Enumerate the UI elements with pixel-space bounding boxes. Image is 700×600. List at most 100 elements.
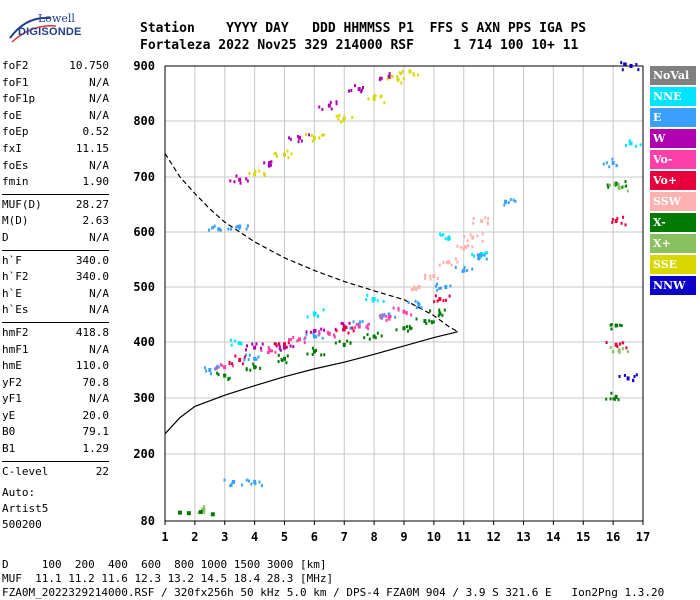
parameter-label: B1 bbox=[2, 442, 16, 456]
echo-point bbox=[335, 102, 338, 106]
echo-point bbox=[286, 354, 289, 358]
echo-point bbox=[343, 325, 346, 329]
echo-point bbox=[436, 276, 439, 280]
echo-point bbox=[277, 360, 280, 364]
parameter-row: foEs N/A bbox=[2, 159, 109, 176]
echo-point bbox=[305, 332, 308, 336]
echo-point bbox=[287, 136, 290, 140]
echo-point bbox=[472, 221, 475, 225]
echo-point bbox=[327, 103, 331, 108]
x-tick-label: 3 bbox=[221, 530, 228, 544]
echo-point bbox=[368, 337, 371, 341]
parameter-label: foF1 bbox=[2, 75, 29, 89]
echo-point bbox=[407, 329, 410, 333]
echo-point bbox=[228, 376, 231, 380]
echo-point bbox=[312, 334, 316, 339]
echo-point bbox=[235, 225, 238, 229]
parameter-separator bbox=[2, 193, 109, 195]
parameter-label: foF2 bbox=[2, 59, 29, 72]
echo-point bbox=[436, 288, 439, 292]
legend-item-sse: SSE bbox=[650, 255, 696, 274]
echo-point bbox=[322, 133, 325, 137]
echo-point bbox=[425, 322, 428, 326]
echo-point bbox=[381, 313, 384, 317]
echo-point bbox=[622, 185, 625, 189]
parameter-label: hmF2 bbox=[2, 325, 29, 339]
echo-point bbox=[290, 152, 293, 156]
echo-point bbox=[355, 322, 358, 326]
echo-point bbox=[315, 348, 318, 352]
e-layer-point bbox=[186, 511, 191, 516]
echo-point bbox=[628, 139, 631, 143]
echo-point bbox=[312, 311, 316, 316]
echo-point bbox=[461, 269, 464, 273]
echo-point bbox=[203, 510, 206, 514]
echo-point bbox=[254, 482, 257, 486]
parameter-row: foF1p N/A bbox=[2, 92, 109, 109]
parameter-row: MUF(D) 28.27 bbox=[2, 198, 109, 215]
parameter-separator bbox=[2, 460, 109, 462]
echo-point bbox=[617, 186, 621, 190]
echo-point bbox=[476, 253, 479, 257]
echo-point bbox=[372, 97, 376, 101]
x-tick-label: 13 bbox=[516, 530, 530, 544]
echo-point bbox=[480, 254, 483, 258]
parameter-label: fmin bbox=[2, 175, 29, 189]
echo-point bbox=[449, 284, 452, 288]
echo-point bbox=[312, 135, 316, 140]
echo-point bbox=[616, 324, 619, 328]
echo-point bbox=[384, 314, 387, 318]
echo-point bbox=[610, 323, 613, 327]
echo-point bbox=[484, 216, 487, 220]
echo-point bbox=[624, 62, 627, 66]
echo-point bbox=[313, 329, 316, 333]
echo-point bbox=[268, 162, 271, 166]
echo-point bbox=[346, 339, 349, 343]
x-tick-label: 14 bbox=[546, 530, 560, 544]
echo-point bbox=[434, 294, 437, 298]
echo-point bbox=[306, 352, 309, 356]
echo-point bbox=[388, 317, 391, 321]
profile-dashed-line bbox=[164, 153, 459, 333]
echo-point bbox=[438, 263, 441, 267]
echo-point bbox=[608, 183, 611, 187]
echo-point bbox=[318, 330, 321, 334]
echo-point bbox=[408, 324, 411, 328]
echo-point bbox=[367, 327, 370, 331]
echo-point bbox=[639, 143, 642, 147]
header-labels: Station YYYY DAY DDD HHMMSS P1 FFS S AXN… bbox=[140, 21, 587, 36]
echo-point bbox=[635, 62, 638, 66]
parameter-label: hmF1 bbox=[2, 342, 29, 356]
auto-label: Auto: bbox=[2, 486, 36, 499]
echo-point bbox=[312, 349, 316, 354]
echo-point bbox=[229, 338, 232, 342]
echo-point bbox=[367, 97, 370, 101]
echo-point bbox=[219, 228, 222, 232]
parameter-label: foEs bbox=[2, 158, 29, 172]
echo-point bbox=[385, 318, 388, 322]
echo-point bbox=[609, 323, 612, 327]
echo-point bbox=[230, 484, 233, 488]
echo-point bbox=[471, 235, 475, 240]
echo-point bbox=[391, 75, 394, 79]
echo-point bbox=[405, 325, 408, 329]
echo-point bbox=[621, 347, 624, 351]
echo-point bbox=[405, 311, 408, 315]
echo-point bbox=[310, 134, 313, 138]
echo-point bbox=[507, 201, 510, 205]
echo-point bbox=[253, 356, 257, 361]
echo-point bbox=[333, 335, 336, 339]
echo-point bbox=[274, 152, 277, 156]
echo-point bbox=[606, 183, 609, 187]
legend-item-noval: NoVal bbox=[650, 66, 696, 85]
echo-point bbox=[261, 342, 264, 346]
parameter-value: 418.8 bbox=[75, 325, 109, 339]
echo-point bbox=[338, 113, 341, 117]
echo-point bbox=[387, 312, 391, 317]
parameter-row: D N/A bbox=[2, 231, 109, 248]
echo-point bbox=[626, 376, 630, 381]
parameter-label: M(D) bbox=[2, 214, 29, 228]
echo-point bbox=[292, 335, 295, 339]
echo-point bbox=[610, 391, 613, 395]
echo-point bbox=[466, 239, 469, 243]
